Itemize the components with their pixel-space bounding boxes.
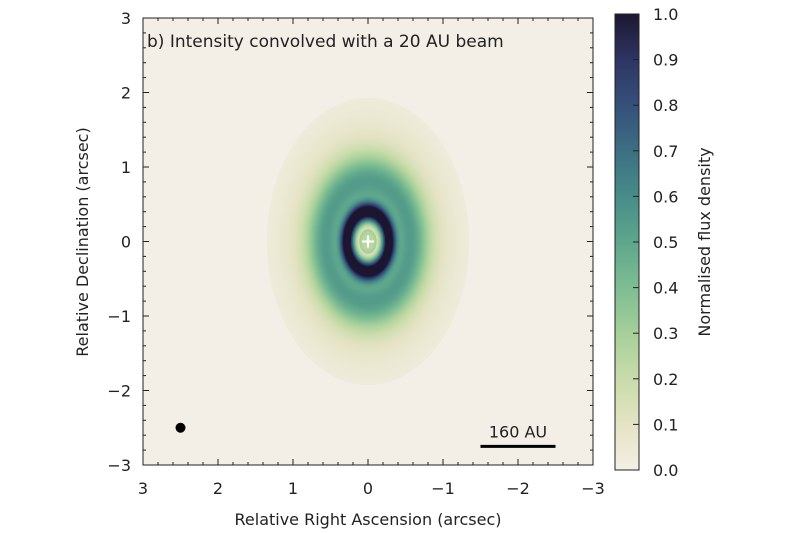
y-tick-label: 0 (121, 233, 131, 252)
center-cross-marker (362, 235, 374, 248)
beam-ellipse (175, 422, 186, 433)
colorbar-tick-label: 0.5 (653, 233, 678, 252)
colorbar-label: Normalised flux density (695, 147, 714, 336)
x-axis-label: Relative Right Ascension (arcsec) (235, 510, 502, 529)
colorbar-tick-label: 0.3 (653, 324, 678, 343)
y-tick-label: 2 (121, 84, 131, 103)
colorbar-tick-label: 0.4 (653, 279, 678, 298)
y-tick-label: −1 (107, 307, 131, 326)
x-tick-label: 1 (288, 479, 298, 498)
colorbar-tick-label: 0.6 (653, 187, 678, 206)
colorbar-tick-label: 0.0 (653, 461, 678, 480)
colorbar-tick-label: 1.0 (653, 5, 678, 24)
colorbar-tick-label: 0.8 (653, 96, 678, 115)
y-tick-label: −3 (107, 456, 131, 475)
colorbar-tick-label: 0.7 (653, 142, 678, 161)
y-axis: −3 −2 −1 0 1 2 3 (107, 9, 593, 475)
panel-title: b) Intensity convolved with a 20 AU beam (147, 32, 504, 52)
y-tick-label: 1 (121, 158, 131, 177)
plot-area: 160 AU 3 2 1 0 −1 −2 −3 −3 −2 −1 0 1 2 3 b) Intensit… (73, 9, 605, 529)
markers: 160 AU (175, 235, 556, 448)
colorbar-tick-label: 0.2 (653, 370, 678, 389)
colorbar-tick-label: 0.9 (653, 51, 678, 70)
y-tick-label: −2 (107, 382, 131, 401)
y-axis-label: Relative Declination (arcsec) (73, 127, 92, 356)
x-tick-label: 2 (213, 479, 223, 498)
colorbar-tick-label: 0.1 (653, 415, 678, 434)
colorbar-ticks: 0.0 0.1 0.2 0.3 0.4 0.5 0.6 0.7 0.8 0.9 1.0 (633, 5, 678, 480)
x-tick-label: −2 (506, 479, 530, 498)
scale-bar-label: 160 AU (489, 422, 547, 441)
colorbar: 0.0 0.1 0.2 0.3 0.4 0.5 0.6 0.7 0.8 0.9 1.0 Normal… (614, 5, 714, 480)
x-tick-label: −1 (431, 479, 455, 498)
x-axis: 3 2 1 0 −1 −2 −3 (138, 18, 605, 498)
y-tick-label: 3 (121, 9, 131, 28)
x-tick-label: 3 (138, 479, 148, 498)
x-tick-label: −3 (581, 479, 605, 498)
x-tick-label: 0 (363, 479, 373, 498)
